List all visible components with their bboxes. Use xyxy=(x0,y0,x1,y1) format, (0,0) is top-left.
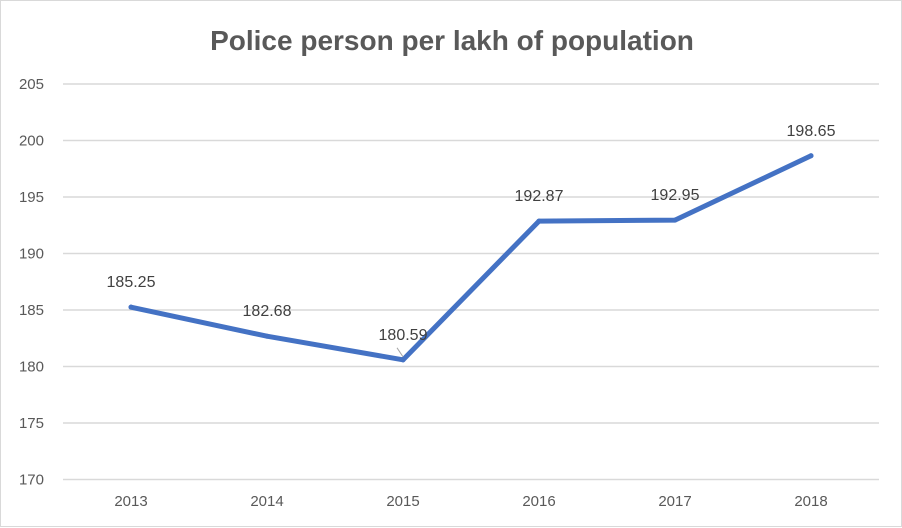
x-tick-label: 2014 xyxy=(250,493,283,510)
y-tick-label: 180 xyxy=(19,359,44,376)
y-tick-label: 200 xyxy=(19,133,44,150)
y-tick-label: 170 xyxy=(19,472,44,489)
data-label: 192.95 xyxy=(651,187,700,204)
data-label: 180.59 xyxy=(379,327,428,344)
data-point xyxy=(264,333,270,339)
chart-title: Police person per lakh of population xyxy=(210,25,694,56)
label-leader-line xyxy=(396,347,404,358)
y-tick-label: 195 xyxy=(19,189,44,206)
data-label: 198.65 xyxy=(787,123,836,140)
x-tick-label: 2013 xyxy=(114,493,147,510)
data-point xyxy=(672,217,678,223)
x-tick-label: 2018 xyxy=(794,493,827,510)
data-label: 192.87 xyxy=(515,188,564,205)
x-tick-label: 2016 xyxy=(522,493,555,510)
y-tick-label: 175 xyxy=(19,415,44,432)
data-point xyxy=(808,153,814,159)
data-label: 182.68 xyxy=(243,303,292,320)
data-label: 185.25 xyxy=(107,274,156,291)
y-tick-label: 185 xyxy=(19,302,44,319)
data-point xyxy=(536,218,542,224)
data-point xyxy=(400,357,406,363)
x-tick-label: 2017 xyxy=(658,493,691,510)
series-line xyxy=(128,153,814,363)
y-tick-label: 205 xyxy=(19,76,44,93)
data-point xyxy=(128,304,134,310)
y-tick-label: 190 xyxy=(19,246,44,263)
x-tick-label: 2015 xyxy=(386,493,419,510)
